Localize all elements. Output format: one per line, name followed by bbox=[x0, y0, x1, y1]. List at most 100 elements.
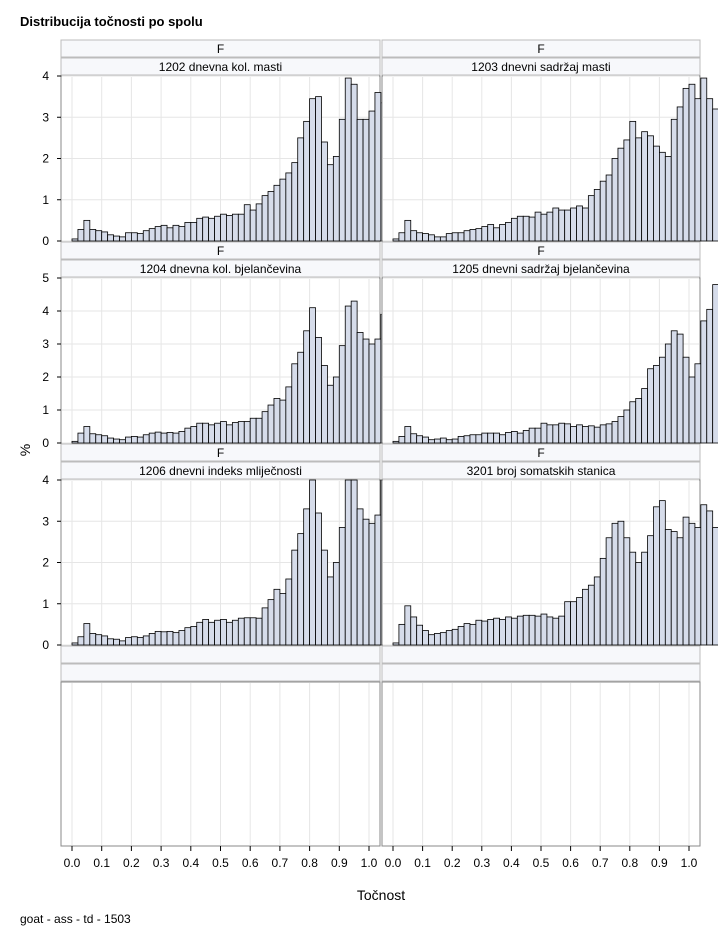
histogram-bar bbox=[113, 438, 120, 444]
panel-label: 1202 dnevna kol. masti bbox=[159, 60, 282, 74]
panel-header bbox=[381, 57, 701, 76]
histogram-bar bbox=[611, 522, 619, 646]
y-tick-label: 4 bbox=[42, 473, 49, 487]
histogram-bar bbox=[664, 156, 672, 242]
x-tick-label: 0.7 bbox=[592, 856, 609, 870]
x-tick-label: 0.8 bbox=[301, 856, 318, 870]
group-label: F bbox=[537, 42, 544, 56]
histogram-bar bbox=[374, 338, 382, 444]
histogram-bar bbox=[249, 417, 257, 444]
histogram-bar bbox=[83, 219, 91, 242]
histogram-bar bbox=[297, 137, 305, 242]
histogram-bar bbox=[605, 174, 613, 242]
y-tick-label: 0 bbox=[42, 234, 49, 248]
histogram-bar bbox=[540, 213, 548, 242]
histogram-bar bbox=[214, 619, 221, 646]
histogram-bar bbox=[434, 633, 441, 646]
histogram-bar bbox=[534, 211, 542, 242]
histogram-bar bbox=[653, 145, 660, 242]
y-axis-title: % bbox=[17, 444, 33, 456]
histogram-bar bbox=[564, 423, 571, 444]
histogram-bar bbox=[166, 630, 174, 646]
histogram-bar bbox=[682, 516, 690, 646]
y-tick-label: 2 bbox=[42, 152, 49, 166]
x-tick-label: 0.9 bbox=[331, 856, 348, 870]
histogram-bar bbox=[712, 527, 718, 646]
histogram-bar bbox=[119, 640, 126, 646]
histogram-bar bbox=[635, 398, 643, 444]
histogram-bar bbox=[712, 108, 718, 242]
histogram-bar bbox=[243, 617, 251, 646]
histogram-bar bbox=[273, 184, 281, 242]
histogram-bar bbox=[629, 401, 637, 444]
histogram-bar bbox=[659, 151, 666, 242]
histogram-bar bbox=[356, 118, 364, 242]
histogram-bar bbox=[142, 635, 150, 646]
histogram-bar bbox=[214, 422, 221, 444]
histogram-bar bbox=[368, 343, 376, 444]
histogram-bar bbox=[113, 235, 120, 242]
histogram-bar bbox=[291, 162, 299, 242]
histogram-bar bbox=[166, 227, 174, 242]
x-tick-label: 0.3 bbox=[473, 856, 490, 870]
histogram-bar bbox=[368, 522, 376, 646]
histogram-bar bbox=[214, 215, 221, 242]
histogram-bar bbox=[315, 336, 322, 444]
x-tick-label: 0.6 bbox=[562, 856, 579, 870]
x-tick-label: 0.1 bbox=[93, 856, 110, 870]
histogram-bar bbox=[451, 628, 459, 646]
x-tick-label: 0.0 bbox=[385, 856, 402, 870]
histogram-bar bbox=[83, 623, 91, 646]
group-label: F bbox=[537, 446, 544, 460]
histogram-bar bbox=[95, 634, 103, 646]
histogram-bar bbox=[71, 642, 79, 646]
histogram-bar bbox=[202, 619, 210, 646]
histogram-bar bbox=[226, 424, 233, 444]
histogram-bar bbox=[528, 614, 536, 646]
histogram-bar bbox=[528, 427, 536, 444]
histogram-bar bbox=[309, 307, 316, 444]
histogram-bar bbox=[510, 217, 518, 242]
histogram-bar bbox=[83, 426, 91, 444]
histogram-bar bbox=[184, 222, 192, 242]
histogram-bar bbox=[445, 233, 453, 242]
histogram-bar bbox=[617, 520, 625, 646]
histogram-bar bbox=[664, 343, 672, 444]
histogram-bar bbox=[237, 617, 245, 646]
histogram-bar bbox=[629, 120, 637, 242]
histogram-bar bbox=[605, 537, 613, 646]
panel-header bbox=[60, 461, 381, 480]
y-tick-label: 0 bbox=[42, 638, 49, 652]
histogram-bar bbox=[659, 356, 666, 444]
histogram-bar bbox=[439, 437, 447, 444]
histogram-bar bbox=[249, 617, 257, 646]
group-header bbox=[60, 645, 381, 664]
y-tick-label: 4 bbox=[42, 69, 49, 83]
histogram-bar bbox=[362, 338, 370, 444]
histogram-bar bbox=[404, 426, 412, 444]
histogram-bar bbox=[481, 226, 489, 242]
histogram-bar bbox=[291, 549, 299, 646]
histogram-bar bbox=[540, 422, 548, 444]
histogram-bar bbox=[558, 615, 566, 646]
histogram-bar bbox=[350, 300, 358, 444]
histogram-bar bbox=[125, 637, 132, 646]
histogram-bar bbox=[208, 217, 215, 242]
histogram-bar bbox=[582, 426, 589, 444]
group-label: F bbox=[217, 42, 224, 56]
histogram-bar bbox=[172, 224, 180, 242]
histogram-bar bbox=[178, 431, 186, 444]
histogram-bar bbox=[451, 438, 459, 444]
histogram-bar bbox=[178, 226, 186, 242]
histogram-bar bbox=[202, 216, 210, 242]
group-label: F bbox=[537, 244, 544, 258]
chart-title: Distribucija točnosti po spolu bbox=[20, 14, 203, 29]
histogram-bar bbox=[493, 432, 500, 444]
panel-header bbox=[381, 461, 701, 480]
histogram-bar bbox=[392, 440, 400, 444]
histogram-bar bbox=[694, 98, 702, 242]
histogram-bar bbox=[570, 426, 577, 444]
histogram-bar bbox=[505, 432, 512, 444]
histogram-bar bbox=[558, 209, 566, 242]
x-tick-label: 0.5 bbox=[212, 856, 229, 870]
